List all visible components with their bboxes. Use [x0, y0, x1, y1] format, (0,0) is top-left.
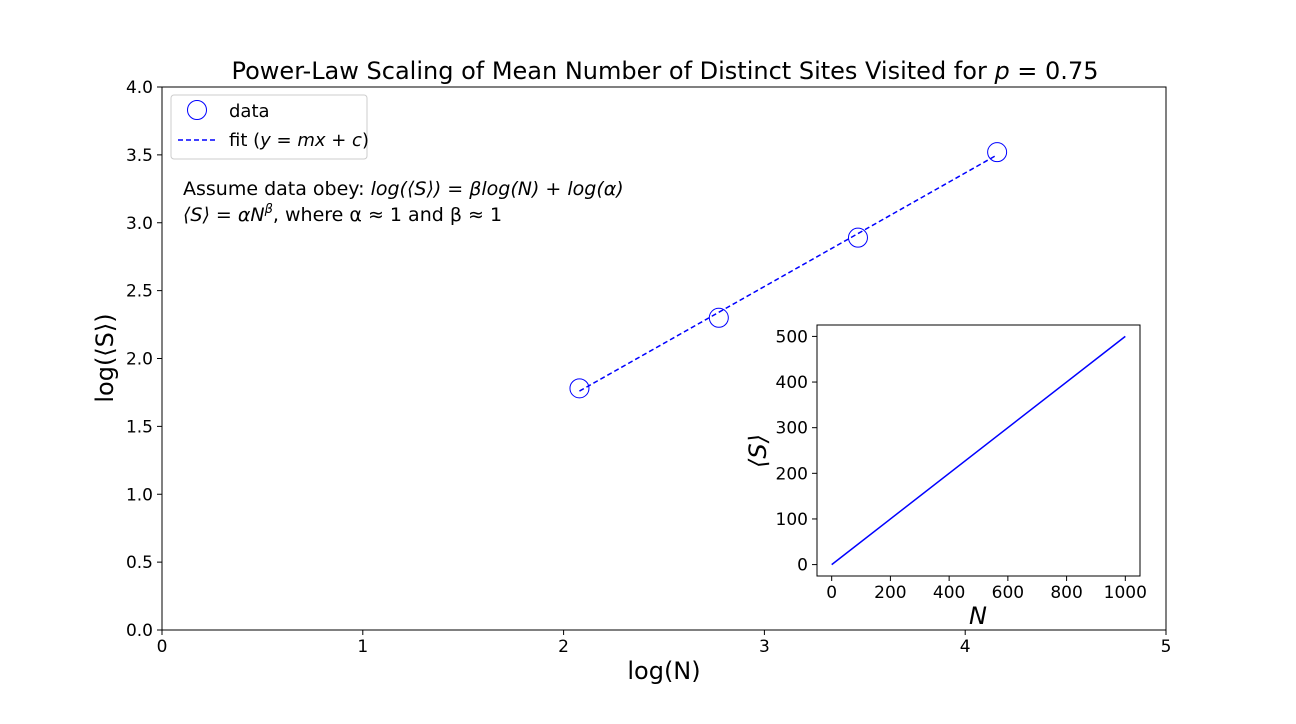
x-tick-label: 400: [933, 583, 965, 603]
y-tick-label: 1.0: [126, 485, 153, 505]
x-tick-label: 0: [826, 583, 837, 603]
legend-fit-label: fit (y = mx + c): [229, 130, 369, 151]
data-point: [847, 227, 868, 248]
main-x-axis-label: log(N): [627, 657, 700, 685]
x-tick-label: 4: [960, 637, 971, 657]
legend-data-label: data: [229, 101, 270, 122]
x-tick-label: 800: [1050, 583, 1082, 603]
chart-title: Power-Law Scaling of Mean Number of Dist…: [232, 57, 1099, 85]
y-tick-label: 0.5: [126, 553, 153, 573]
y-tick-label: 200: [776, 464, 808, 484]
y-tick-label: 300: [776, 419, 808, 439]
main-axis-ticks: 0 1 2 3 4 5 0.0 0.5 1.0 1.5 2.0 2.5 3.0 3.5 4.0: [126, 78, 1171, 657]
legend: data fit (y = mx + c): [170, 94, 369, 160]
legend-box: [170, 94, 368, 160]
legend-data-marker: [187, 100, 207, 120]
model-annotation-line-1: Assume data obey: log(⟨S⟩) = βlog(N) + l…: [183, 178, 624, 200]
x-tick-label: 1: [357, 637, 368, 657]
y-tick-label: 1.5: [126, 417, 153, 437]
y-tick-label: 500: [776, 327, 808, 347]
x-tick-label: 2: [558, 637, 569, 657]
y-tick-label: 3.0: [126, 214, 153, 234]
inset-axis-ticks: 0 200 400 600 800 1000 0 100 200 300 400 500: [776, 327, 1147, 603]
inset-x-axis-label: N: [969, 602, 987, 630]
x-tick-label: 3: [759, 637, 770, 657]
inset-plot-marks: [831, 335, 1126, 566]
x-tick-label: 1000: [1104, 583, 1147, 603]
inset-series-line: [831, 335, 1126, 566]
y-tick-label: 4.0: [126, 78, 153, 98]
model-annotation-line-2: ⟨S⟩ = αNβ, where α ≈ 1 and β ≈ 1: [183, 202, 502, 226]
inset-y-axis-label: ⟨S⟩: [744, 434, 772, 468]
y-tick-label: 2.5: [126, 282, 153, 302]
data-point: [987, 142, 1008, 163]
data-point: [708, 307, 729, 328]
y-tick-label: 3.5: [126, 146, 153, 166]
y-tick-label: 0: [797, 556, 808, 576]
x-tick-label: 200: [874, 583, 906, 603]
main-y-axis-label: log(⟨S⟩): [91, 313, 119, 402]
y-tick-label: 0.0: [126, 621, 153, 641]
x-tick-label: 5: [1161, 637, 1172, 657]
y-tick-label: 100: [776, 510, 808, 530]
y-tick-label: 400: [776, 373, 808, 393]
y-tick-label: 2.0: [126, 350, 153, 370]
data-point: [569, 378, 590, 399]
x-tick-label: 0: [157, 637, 168, 657]
x-tick-label: 600: [992, 583, 1024, 603]
main-plot-marks: [569, 142, 1008, 399]
